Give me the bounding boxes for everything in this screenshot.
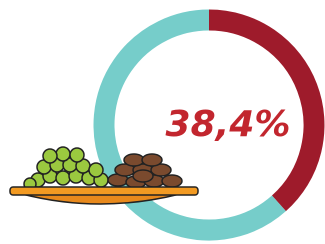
plate-rim: [10, 187, 198, 195]
chart: 38,4%: [0, 0, 325, 244]
center-value-label: 38,4%: [166, 104, 291, 145]
peas: [24, 147, 108, 190]
